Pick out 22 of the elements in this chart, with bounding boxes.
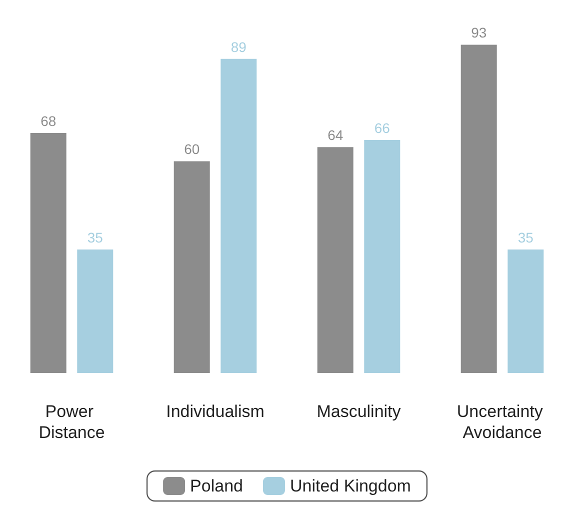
bar [364, 140, 400, 373]
data-label: 89 [230, 38, 247, 55]
x-tick-label: Uncertainty Avoidance [456, 402, 548, 442]
data-label: 60 [184, 141, 200, 158]
data-label: 35 [518, 229, 534, 246]
bar [460, 44, 497, 373]
data-label: 66 [374, 120, 390, 136]
bar [508, 249, 544, 373]
bar [220, 58, 257, 373]
data-label: 93 [471, 24, 487, 41]
data-label: 68 [40, 112, 56, 129]
x-tick-label: Masculinity [316, 402, 402, 421]
x-tick-label: Power Distance [38, 402, 105, 442]
x-tick-label: Individualism [166, 402, 264, 421]
bar [30, 132, 66, 373]
data-label: 64 [328, 127, 344, 144]
legend-label: Poland [190, 476, 243, 496]
legend-label: United Kingdom [290, 476, 411, 496]
bar [77, 249, 114, 373]
bar [174, 161, 210, 373]
data-label: 35 [87, 229, 104, 246]
bar [317, 147, 354, 373]
